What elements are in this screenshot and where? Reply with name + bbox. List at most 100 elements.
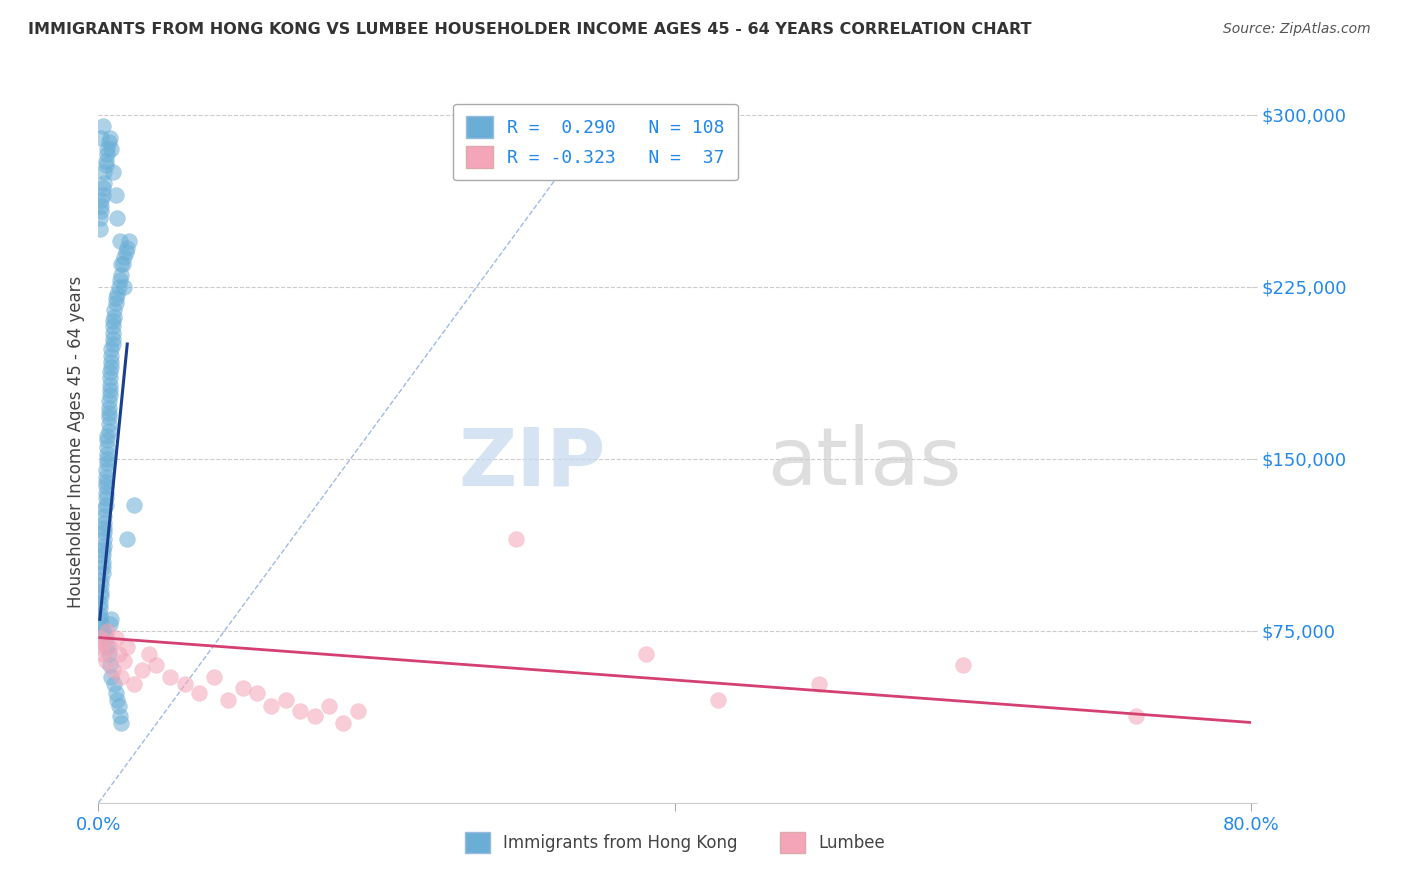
Point xyxy=(89,596,111,610)
Point xyxy=(90,193,112,207)
Point xyxy=(96,624,118,638)
Point xyxy=(93,509,115,524)
Point xyxy=(174,676,197,690)
Point xyxy=(707,692,730,706)
Point xyxy=(104,291,127,305)
Point xyxy=(91,624,114,638)
Point xyxy=(90,199,112,213)
Point xyxy=(103,310,125,324)
Point xyxy=(101,326,124,340)
Point xyxy=(91,548,114,562)
Point xyxy=(97,647,120,661)
Point xyxy=(94,153,117,168)
Point xyxy=(96,146,118,161)
Point xyxy=(103,302,125,317)
Point xyxy=(246,686,269,700)
Point xyxy=(93,626,115,640)
Point xyxy=(217,692,239,706)
Point xyxy=(94,470,117,484)
Point xyxy=(90,584,112,599)
Point xyxy=(274,692,297,706)
Point xyxy=(91,543,114,558)
Point xyxy=(98,616,121,631)
Point xyxy=(98,658,121,673)
Point xyxy=(131,663,153,677)
Point xyxy=(93,539,115,553)
Point xyxy=(97,410,120,425)
Point xyxy=(94,491,117,505)
Point xyxy=(89,612,111,626)
Point xyxy=(101,318,124,333)
Point xyxy=(91,555,114,569)
Point xyxy=(91,647,114,661)
Point xyxy=(110,670,132,684)
Point xyxy=(124,498,146,512)
Point xyxy=(90,590,112,604)
Point xyxy=(89,607,111,622)
Point xyxy=(117,241,139,255)
Point xyxy=(100,142,122,156)
Point xyxy=(90,130,112,145)
Text: Source: ZipAtlas.com: Source: ZipAtlas.com xyxy=(1223,22,1371,37)
Point xyxy=(101,314,124,328)
Point xyxy=(100,355,122,369)
Point xyxy=(97,401,120,416)
Point xyxy=(98,383,121,397)
Point xyxy=(91,559,114,574)
Point xyxy=(107,279,129,293)
Point xyxy=(94,654,117,668)
Point xyxy=(105,211,128,225)
Point xyxy=(145,658,167,673)
Point xyxy=(90,640,112,654)
Point xyxy=(94,479,117,493)
Point xyxy=(89,600,111,615)
Point xyxy=(104,686,127,700)
Point xyxy=(101,333,124,347)
Point xyxy=(94,498,117,512)
Point xyxy=(94,158,117,172)
Point xyxy=(101,165,124,179)
Point xyxy=(260,699,283,714)
Point xyxy=(107,699,129,714)
Point xyxy=(952,658,974,673)
Point xyxy=(100,670,122,684)
Point xyxy=(97,417,120,432)
Point xyxy=(100,359,122,374)
Point xyxy=(117,640,139,654)
Point xyxy=(91,181,114,195)
Point xyxy=(105,286,128,301)
Point xyxy=(101,337,124,351)
Point xyxy=(98,130,121,145)
Point xyxy=(98,365,121,379)
Point xyxy=(110,257,132,271)
Text: IMMIGRANTS FROM HONG KONG VS LUMBEE HOUSEHOLDER INCOME AGES 45 - 64 YEARS CORREL: IMMIGRANTS FROM HONG KONG VS LUMBEE HOUS… xyxy=(28,22,1032,37)
Point xyxy=(94,631,117,645)
Point xyxy=(89,631,111,645)
Point xyxy=(100,349,122,363)
Point xyxy=(93,177,115,191)
Point xyxy=(202,670,225,684)
Point xyxy=(188,686,211,700)
Point xyxy=(98,640,121,654)
Point xyxy=(97,394,120,409)
Point xyxy=(93,520,115,534)
Point xyxy=(103,676,125,690)
Point xyxy=(98,387,121,401)
Point xyxy=(90,578,112,592)
Text: ZIP: ZIP xyxy=(458,425,606,502)
Point xyxy=(96,142,118,156)
Point xyxy=(100,342,122,356)
Point xyxy=(1125,708,1147,723)
Point xyxy=(117,532,139,546)
Point xyxy=(90,204,112,219)
Point xyxy=(96,447,118,461)
Point xyxy=(108,273,131,287)
Point xyxy=(332,715,354,730)
Point xyxy=(96,429,118,443)
Point xyxy=(636,647,658,661)
Point xyxy=(96,440,118,454)
Point xyxy=(101,663,124,677)
Point xyxy=(111,257,134,271)
Point xyxy=(290,704,312,718)
Point xyxy=(231,681,254,695)
